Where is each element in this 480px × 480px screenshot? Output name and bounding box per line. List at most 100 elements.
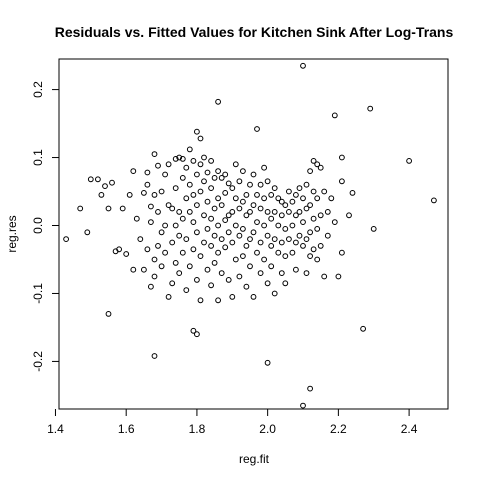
data-point xyxy=(254,126,260,132)
y-tick-label: 0.2 xyxy=(31,81,45,98)
data-point xyxy=(296,209,303,215)
data-point xyxy=(360,325,367,332)
data-point xyxy=(247,209,253,215)
data-point xyxy=(176,270,183,277)
data-point xyxy=(236,232,243,239)
x-tick-label: 1.8 xyxy=(189,422,206,436)
data-point xyxy=(204,226,211,232)
data-point xyxy=(310,246,317,253)
data-point xyxy=(254,192,260,198)
data-point xyxy=(243,243,250,249)
data-point xyxy=(179,175,186,181)
data-point xyxy=(194,202,200,209)
x-tick-label: 2.0 xyxy=(259,422,276,436)
x-tick-label: 2.2 xyxy=(330,422,347,436)
data-point xyxy=(201,239,207,246)
data-point xyxy=(165,294,172,300)
data-point xyxy=(204,169,211,176)
data-point xyxy=(215,168,222,175)
data-point xyxy=(339,178,345,185)
data-point xyxy=(307,229,314,236)
data-point xyxy=(247,236,253,243)
data-point xyxy=(183,236,190,243)
data-point xyxy=(324,209,331,215)
data-point xyxy=(278,239,285,246)
data-point xyxy=(137,236,144,243)
data-point xyxy=(151,273,158,280)
chart-title: Residuals vs. Fitted Values for Kitchen … xyxy=(55,24,454,40)
x-tick-label: 2.4 xyxy=(401,422,418,436)
data-point xyxy=(240,168,246,175)
data-point xyxy=(250,229,257,236)
data-point xyxy=(225,180,232,187)
data-point xyxy=(275,195,282,202)
data-point xyxy=(172,185,179,192)
data-point xyxy=(218,202,225,209)
data-point xyxy=(144,246,151,253)
data-point xyxy=(243,212,250,219)
data-point xyxy=(264,280,271,287)
data-point xyxy=(268,243,275,249)
data-point xyxy=(314,256,321,263)
data-point xyxy=(232,222,239,229)
data-point xyxy=(215,297,222,304)
data-point xyxy=(229,294,236,300)
data-point xyxy=(232,195,239,202)
data-point xyxy=(186,209,193,215)
data-point xyxy=(201,154,207,161)
data-point xyxy=(293,192,299,198)
data-point xyxy=(310,215,317,222)
data-point xyxy=(289,249,296,256)
data-point xyxy=(225,212,232,219)
data-point xyxy=(236,205,243,212)
y-tick-label: -0.1 xyxy=(31,283,45,304)
data-point xyxy=(271,209,278,215)
y-axis-label: reg.res xyxy=(5,215,19,252)
data-point xyxy=(225,277,232,283)
data-point xyxy=(300,62,306,69)
data-point xyxy=(222,171,229,178)
data-point xyxy=(126,192,133,198)
data-point xyxy=(211,205,218,212)
data-point xyxy=(98,192,105,198)
data-point xyxy=(240,226,246,232)
data-point xyxy=(370,226,377,232)
data-point xyxy=(314,226,321,232)
data-point xyxy=(271,236,278,243)
data-point xyxy=(317,212,324,219)
data-point xyxy=(303,181,310,188)
data-point xyxy=(293,212,299,219)
data-point xyxy=(211,175,218,181)
x-axis: 1.4 1.6 1.8 2.0 2.2 2.4 xyxy=(47,409,418,436)
data-point xyxy=(229,239,236,246)
data-point xyxy=(151,151,158,158)
data-point xyxy=(169,205,176,212)
data-point xyxy=(151,353,158,359)
data-point xyxy=(194,128,200,135)
y-tick-label: 0.1 xyxy=(31,149,45,166)
data-point xyxy=(172,260,179,266)
data-point xyxy=(243,283,250,290)
data-point xyxy=(218,175,225,181)
data-point xyxy=(133,215,140,222)
data-point xyxy=(197,161,204,168)
data-point xyxy=(324,232,331,239)
data-point xyxy=(257,239,264,246)
data-point xyxy=(236,178,243,185)
data-point xyxy=(250,171,257,178)
data-point xyxy=(215,249,222,256)
data-point xyxy=(331,219,338,226)
data-point xyxy=(183,195,190,202)
data-point xyxy=(261,256,268,263)
data-point xyxy=(201,178,207,185)
data-point xyxy=(275,249,282,256)
data-point xyxy=(176,209,183,215)
data-point xyxy=(271,290,278,297)
data-point xyxy=(261,222,268,229)
data-point xyxy=(179,215,186,222)
data-point xyxy=(208,215,215,222)
data-point xyxy=(130,266,137,273)
data-point xyxy=(268,263,275,270)
data-point xyxy=(286,188,292,195)
data-point xyxy=(282,253,289,260)
